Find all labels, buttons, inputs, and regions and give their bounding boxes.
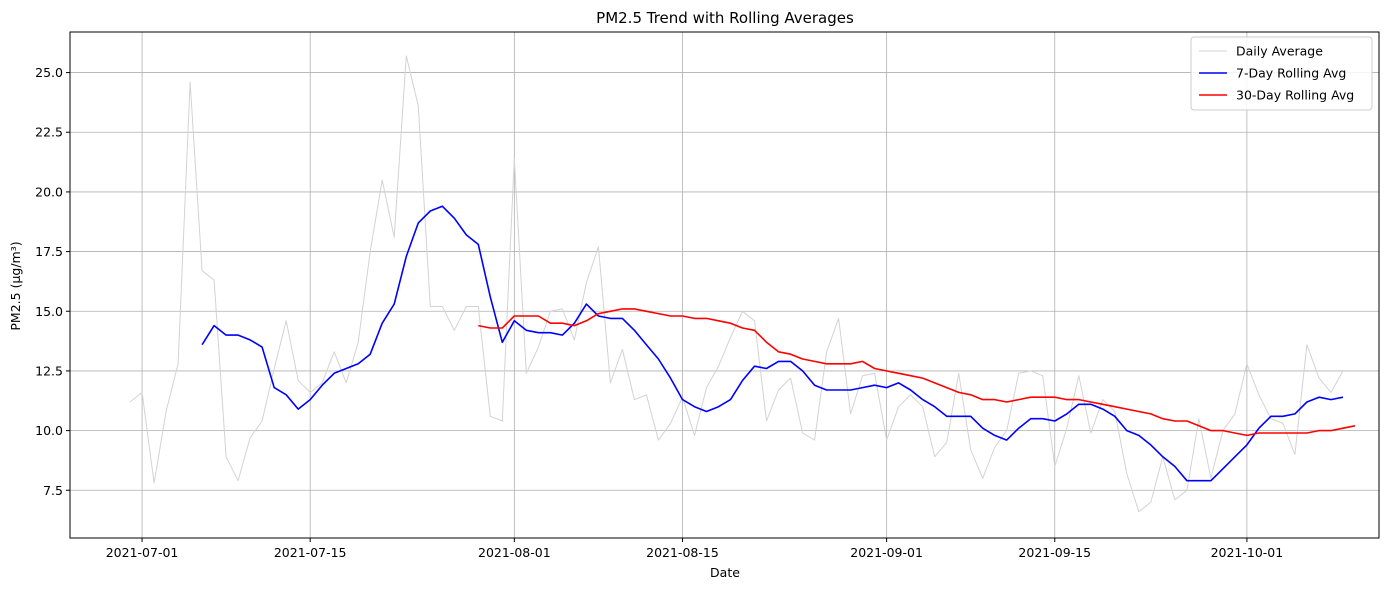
legend-label: Daily Average <box>1236 44 1323 59</box>
y-tick-label: 7.5 <box>43 483 63 498</box>
series-line-1 <box>129 55 1344 513</box>
y-tick-label: 10.0 <box>35 423 63 438</box>
x-tick-label: 2021-07-01 <box>106 545 179 560</box>
legend-label: 7-Day Rolling Avg <box>1236 66 1346 81</box>
x-tick-label: 2021-09-01 <box>850 545 923 560</box>
legend: Daily Average 7-Day Rolling Avg 30-Day Rol… <box>1190 36 1373 111</box>
x-tick-label: 2021-07-15 <box>274 545 347 560</box>
legend-box <box>1190 36 1373 111</box>
legend-label: 30-Day Rolling Avg <box>1236 88 1354 103</box>
series-line-2 <box>201 205 1344 482</box>
y-tick-label: 25.0 <box>35 65 63 80</box>
y-tick-label: 20.0 <box>35 184 63 199</box>
y-axis-ticks: 7.5 10.0 12.5 15.0 17.5 20.0 22.5 25.0 <box>35 65 70 498</box>
x-tick-label: 2021-09-15 <box>1018 545 1091 560</box>
x-axis-label: Date <box>710 565 740 580</box>
grid-lines <box>70 32 1379 538</box>
series-lines <box>129 55 1356 513</box>
plot-frame <box>69 31 1380 539</box>
y-tick-label: 17.5 <box>35 244 63 259</box>
y-tick-label: 15.0 <box>35 304 63 319</box>
x-tick-label: 2021-08-01 <box>478 545 551 560</box>
y-axis-label: PM2.5 (µg/m³) <box>8 241 23 330</box>
y-tick-label: 12.5 <box>35 363 63 378</box>
y-tick-label: 22.5 <box>35 125 63 140</box>
x-tick-label: 2021-08-15 <box>646 545 719 560</box>
series-line-3 <box>478 308 1356 437</box>
chart-title: PM2.5 Trend with Rolling Averages <box>596 9 854 27</box>
x-axis-ticks: 2021-07-01 2021-07-15 2021-08-01 2021-08-15… <box>106 538 1284 560</box>
x-tick-label: 2021-10-01 <box>1211 545 1284 560</box>
